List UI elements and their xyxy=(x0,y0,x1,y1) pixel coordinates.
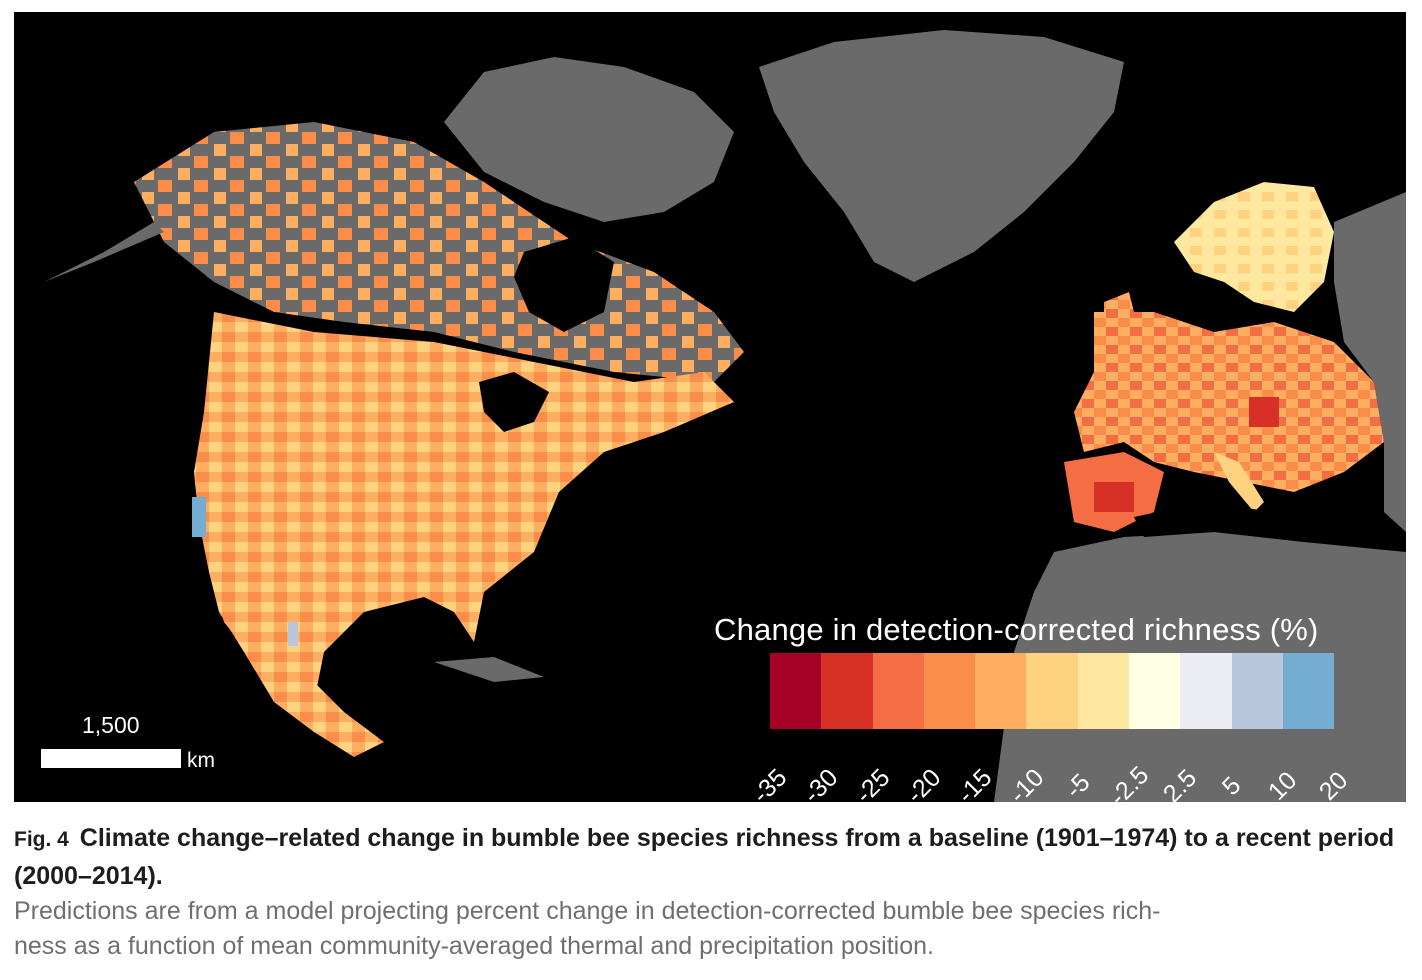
caption-body: Predictions are from a model projecting … xyxy=(14,894,1406,964)
figure-label: Fig. 4 xyxy=(14,828,69,851)
legend-swatch xyxy=(1282,653,1335,729)
richness-change-map: Change in detection-corrected richness (… xyxy=(14,12,1406,802)
legend-swatch xyxy=(1180,653,1232,729)
mexico-positive-cells xyxy=(288,622,298,646)
legend-swatch xyxy=(923,653,976,729)
scale-bar-value: 1,500 xyxy=(82,712,140,738)
scale-bar-unit: km xyxy=(187,749,215,772)
hudson-bay-water xyxy=(514,237,614,332)
eastern-europe-land xyxy=(1334,192,1406,532)
legend-swatch xyxy=(975,653,1027,729)
california-positive-cells xyxy=(192,497,206,537)
scandinavia-land xyxy=(1174,182,1334,312)
legend-color-bar xyxy=(770,653,1335,729)
legend-swatch xyxy=(821,653,873,729)
iberia-strong-decline xyxy=(1094,482,1134,512)
legend-title: Change in detection-corrected richness (… xyxy=(714,612,1319,647)
caption-body-line-1: Predictions are from a model projecting … xyxy=(14,897,1161,925)
caption-heading: Fig. 4 Climate change–related change in … xyxy=(14,820,1406,894)
legend-swatch xyxy=(1129,653,1181,729)
legend-swatch xyxy=(1026,653,1078,729)
italy-land xyxy=(1214,452,1264,512)
greenland-land xyxy=(759,30,1124,282)
central-europe-strong-decline xyxy=(1249,397,1279,427)
legend-swatch xyxy=(872,653,924,729)
legend-swatch xyxy=(1231,653,1283,729)
caption-body-line-2: ness as a function of mean community-ave… xyxy=(14,932,934,960)
map-canvas xyxy=(44,30,1406,802)
alaska-peninsula-land xyxy=(44,222,164,282)
caribbean-land xyxy=(434,657,544,682)
mexico-land xyxy=(209,572,384,757)
mediterranean-water xyxy=(1134,502,1344,537)
caption-title: Climate change–related change in bumble … xyxy=(14,824,1395,890)
great-lakes-water xyxy=(479,372,549,432)
scale-bar xyxy=(41,749,181,768)
europe-land xyxy=(1074,312,1384,492)
legend-swatch xyxy=(770,653,822,729)
arctic-islands-land xyxy=(444,57,734,222)
legend-swatch xyxy=(1077,653,1130,729)
figure-caption: Fig. 4 Climate change–related change in … xyxy=(14,820,1406,964)
north-america-land xyxy=(194,312,734,712)
british-isles-land xyxy=(1104,292,1139,362)
